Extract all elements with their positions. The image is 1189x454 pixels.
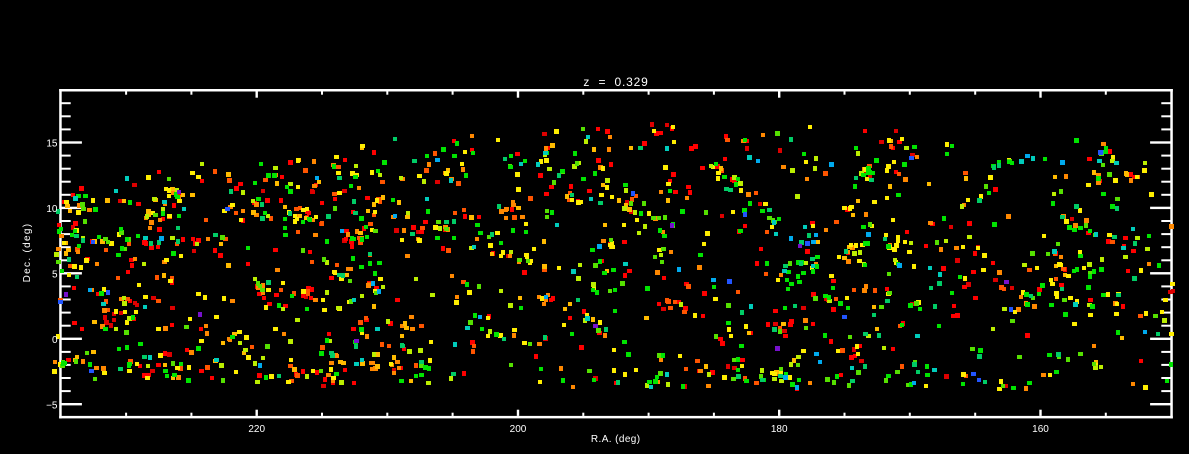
svg-text:10: 10 [46, 204, 58, 215]
svg-text:Dec. (deg): Dec. (deg) [22, 223, 33, 283]
svg-text:0: 0 [52, 335, 58, 346]
svg-text:z = 0.329: z = 0.329 [583, 75, 648, 89]
svg-text:15: 15 [46, 139, 58, 150]
svg-text:160: 160 [1032, 424, 1049, 435]
svg-text:5: 5 [52, 270, 58, 281]
svg-text:R.A. (deg): R.A. (deg) [591, 434, 641, 445]
svg-text:180: 180 [771, 424, 788, 435]
svg-text:200: 200 [510, 424, 527, 435]
svg-text:220: 220 [248, 424, 265, 435]
svg-text:−5: −5 [46, 400, 58, 411]
